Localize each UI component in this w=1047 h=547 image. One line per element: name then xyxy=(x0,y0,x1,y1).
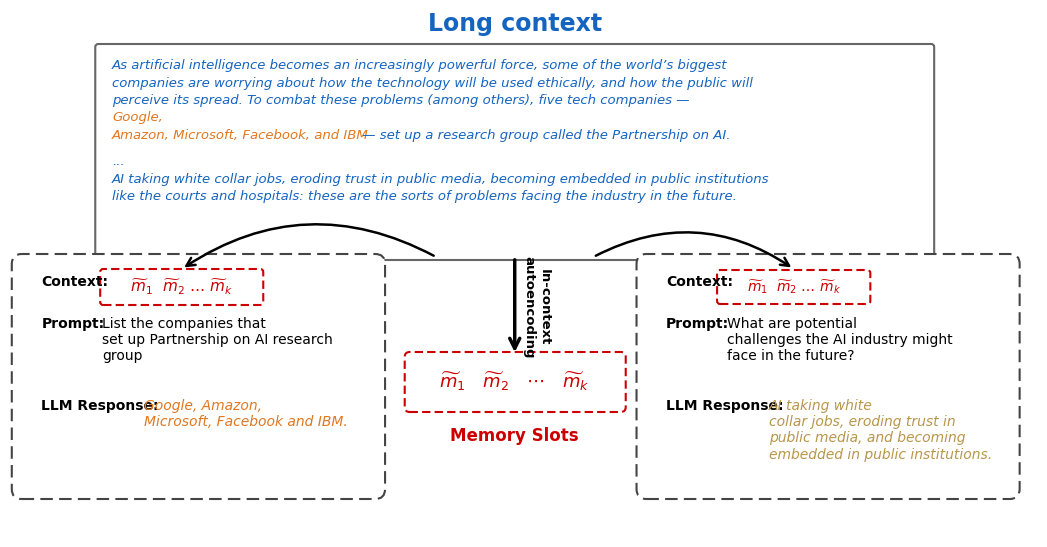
Text: Google,: Google, xyxy=(112,112,163,125)
FancyBboxPatch shape xyxy=(717,270,870,304)
Text: Amazon, Microsoft, Facebook, and IBM: Amazon, Microsoft, Facebook, and IBM xyxy=(112,129,369,142)
Text: LLM Response:: LLM Response: xyxy=(666,399,783,413)
Text: $\widetilde{m}_1\ \ \widetilde{m}_2\ \ldots\ \widetilde{m}_k$: $\widetilde{m}_1\ \ \widetilde{m}_2\ \ld… xyxy=(747,278,841,296)
Text: ...: ... xyxy=(112,155,125,168)
Text: List the companies that
set up Partnership on AI research
group: List the companies that set up Partnersh… xyxy=(103,317,333,363)
FancyBboxPatch shape xyxy=(405,352,626,412)
Text: As artificial intelligence becomes an increasingly powerful force, some of the w: As artificial intelligence becomes an in… xyxy=(112,59,728,72)
Text: Prompt:: Prompt: xyxy=(41,317,105,331)
Text: In-context
autoencoding: In-context autoencoding xyxy=(522,256,551,358)
Text: AI taking white
collar jobs, eroding trust in
public media, and becoming
embedde: AI taking white collar jobs, eroding tru… xyxy=(770,399,993,462)
Text: Context:: Context: xyxy=(666,275,733,289)
Text: companies are worrying about how the technology will be used ethically, and how : companies are worrying about how the tec… xyxy=(112,77,753,90)
Text: Long context: Long context xyxy=(427,12,602,36)
Text: What are potential
challenges the AI industry might
face in the future?: What are potential challenges the AI ind… xyxy=(727,317,953,363)
Text: like the courts and hospitals: these are the sorts of problems facing the indust: like the courts and hospitals: these are… xyxy=(112,190,737,203)
Text: Memory Slots: Memory Slots xyxy=(450,427,579,445)
Text: LLM Response:: LLM Response: xyxy=(41,399,159,413)
Text: Prompt:: Prompt: xyxy=(666,317,729,331)
Text: $\widetilde{m}_1\ \ \widetilde{m}_2\ \ldots\ \widetilde{m}_k$: $\widetilde{m}_1\ \ \widetilde{m}_2\ \ld… xyxy=(130,277,233,297)
Text: — set up a research group called the Partnership on AI.: — set up a research group called the Par… xyxy=(358,129,730,142)
FancyBboxPatch shape xyxy=(637,254,1020,499)
FancyBboxPatch shape xyxy=(95,44,934,260)
Text: AI taking white collar jobs, eroding trust in public media, becoming embedded in: AI taking white collar jobs, eroding tru… xyxy=(112,173,770,186)
Text: $\widetilde{m}_1 \quad \widetilde{m}_2 \quad \cdots \quad \widetilde{m}_k$: $\widetilde{m}_1 \quad \widetilde{m}_2 \… xyxy=(440,371,589,393)
FancyBboxPatch shape xyxy=(12,254,385,499)
FancyBboxPatch shape xyxy=(101,269,263,305)
Text: Google, Amazon,
Microsoft, Facebook and IBM.: Google, Amazon, Microsoft, Facebook and … xyxy=(144,399,349,429)
Text: perceive its spread. To combat these problems (among others), five tech companie: perceive its spread. To combat these pro… xyxy=(112,94,694,107)
Text: Context:: Context: xyxy=(41,275,108,289)
